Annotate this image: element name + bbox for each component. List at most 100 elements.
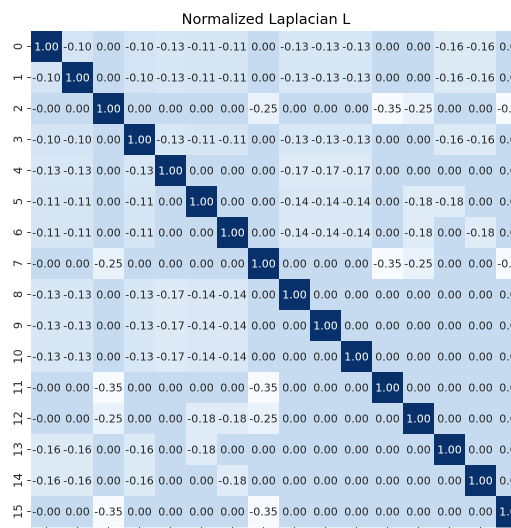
heatmap-cell-label: -0.14 <box>218 351 246 364</box>
heatmap-cell <box>310 341 342 373</box>
heatmap-cell-label: 0.00 <box>158 413 183 426</box>
chart-title: Normalized Laplacian L <box>182 12 351 28</box>
heatmap-cell-label: 0.00 <box>437 103 462 116</box>
heatmap-cell-label: -0.25 <box>404 103 432 116</box>
heatmap-cell <box>186 310 218 342</box>
heatmap-cell-label: 0.00 <box>406 165 431 178</box>
heatmap-cell <box>186 465 218 497</box>
y-tick-label: 15 <box>11 504 25 519</box>
heatmap-cell <box>403 124 435 156</box>
heatmap-cell-label: -0.13 <box>63 320 91 333</box>
heatmap-cell-label: 0.00 <box>468 289 493 302</box>
heatmap-cell <box>434 155 466 187</box>
heatmap-cell <box>217 496 249 528</box>
heatmap-cell <box>93 62 125 94</box>
heatmap-cell-label: 1.00 <box>158 165 183 178</box>
heatmap-cell <box>403 217 435 249</box>
heatmap-cell-label: 0.00 <box>468 506 493 519</box>
heatmap-cell-label: 0.00 <box>437 165 462 178</box>
heatmap-cell <box>341 155 373 187</box>
heatmap-cell-label: -0.25 <box>249 413 277 426</box>
heatmap-cell <box>186 403 218 435</box>
heatmap-cell <box>372 341 404 373</box>
heatmap-cell-label: 0.00 <box>158 196 183 209</box>
heatmap-cell-label: 0.00 <box>313 413 338 426</box>
y-tick-label: 10 <box>11 349 25 364</box>
heatmap-cell <box>217 124 249 156</box>
heatmap-cell-label: 0.00 <box>158 258 183 271</box>
heatmap-cell-label: 1.00 <box>313 320 338 333</box>
heatmap-cell-label: 0.00 <box>375 41 400 54</box>
heatmap-cell <box>62 372 94 404</box>
heatmap-cell-label: 0.00 <box>468 382 493 395</box>
heatmap-cell-label: -0.13 <box>32 320 60 333</box>
heatmap-cell <box>93 310 125 342</box>
heatmap-cell <box>403 155 435 187</box>
heatmap-cell <box>496 279 511 311</box>
heatmap-cell-label: 0.00 <box>282 382 307 395</box>
heatmap-cell <box>341 124 373 156</box>
heatmap-cell <box>372 310 404 342</box>
heatmap-cell <box>496 465 511 497</box>
heatmap-cell <box>248 310 280 342</box>
heatmap-cell <box>434 465 466 497</box>
y-tick-label: 13 <box>11 442 25 457</box>
y-tick-label: 1 <box>11 74 25 81</box>
heatmap-cell <box>124 341 156 373</box>
heatmap-cell-label: -0.00 <box>32 413 60 426</box>
heatmap-cell <box>31 310 63 342</box>
heatmap-cell <box>31 248 63 280</box>
heatmap-cell-label: -0.13 <box>32 289 60 302</box>
heatmap-cell-label: -0.11 <box>218 41 246 54</box>
heatmap-cell <box>248 496 280 528</box>
heatmap-cell-label: 0.00 <box>282 320 307 333</box>
heatmap-cell-label: -0.35 <box>249 506 277 519</box>
heatmap-cell-label: 0.00 <box>220 382 245 395</box>
heatmap-cell <box>279 465 311 497</box>
heatmap-cell <box>186 496 218 528</box>
heatmap-cell-label: -0.13 <box>63 289 91 302</box>
heatmap-cell-label: -0.14 <box>342 196 370 209</box>
heatmap-cell <box>310 124 342 156</box>
heatmap-cell <box>31 434 63 466</box>
heatmap-cell-label: 0.00 <box>406 382 431 395</box>
y-tick-label: 11 <box>11 380 25 395</box>
heatmap-cell-label: 0.00 <box>344 320 369 333</box>
heatmap-cell-label: 0.00 <box>96 41 121 54</box>
heatmap-cell <box>279 186 311 218</box>
heatmap-cell-label: -0.14 <box>342 227 370 240</box>
heatmap-cell-label: -0.16 <box>466 72 494 85</box>
heatmap-cell-label: 0.00 <box>375 320 400 333</box>
heatmap-cell-label: 0.00 <box>220 196 245 209</box>
heatmap-cell <box>310 434 342 466</box>
heatmap-cell <box>279 248 311 280</box>
heatmap-cell-label: 0.00 <box>158 103 183 116</box>
y-tick-label: 2 <box>11 105 25 112</box>
heatmap-cell <box>155 310 187 342</box>
heatmap-cell-label: 0.00 <box>158 444 183 457</box>
heatmap-cell <box>93 248 125 280</box>
heatmap-cell <box>62 62 94 94</box>
heatmap-cell-label: 0.00 <box>437 227 462 240</box>
heatmap-cell <box>124 434 156 466</box>
heatmap-cell <box>403 465 435 497</box>
heatmap-cell-label: 0.00 <box>499 72 511 85</box>
heatmap-cell <box>341 310 373 342</box>
heatmap-cell-label: 0.00 <box>468 320 493 333</box>
heatmap-cell <box>496 496 511 528</box>
heatmap-cell <box>217 310 249 342</box>
heatmap-cell-label: 0.00 <box>468 258 493 271</box>
heatmap-cell-label: -0.17 <box>342 165 370 178</box>
heatmap-cell-label: -0.13 <box>63 351 91 364</box>
heatmap-cell-label: 0.00 <box>406 72 431 85</box>
heatmap-cell <box>372 465 404 497</box>
heatmap-cell <box>62 186 94 218</box>
heatmap-cell <box>217 434 249 466</box>
heatmap-cell-label: -0.13 <box>342 72 370 85</box>
heatmap-cell-label: -0.16 <box>125 475 153 488</box>
heatmap-cell-label: 0.00 <box>406 506 431 519</box>
heatmap-cell <box>403 31 435 63</box>
heatmap-cell-label: 0.00 <box>189 258 214 271</box>
heatmap-cell <box>465 248 497 280</box>
heatmap-cell <box>279 93 311 125</box>
